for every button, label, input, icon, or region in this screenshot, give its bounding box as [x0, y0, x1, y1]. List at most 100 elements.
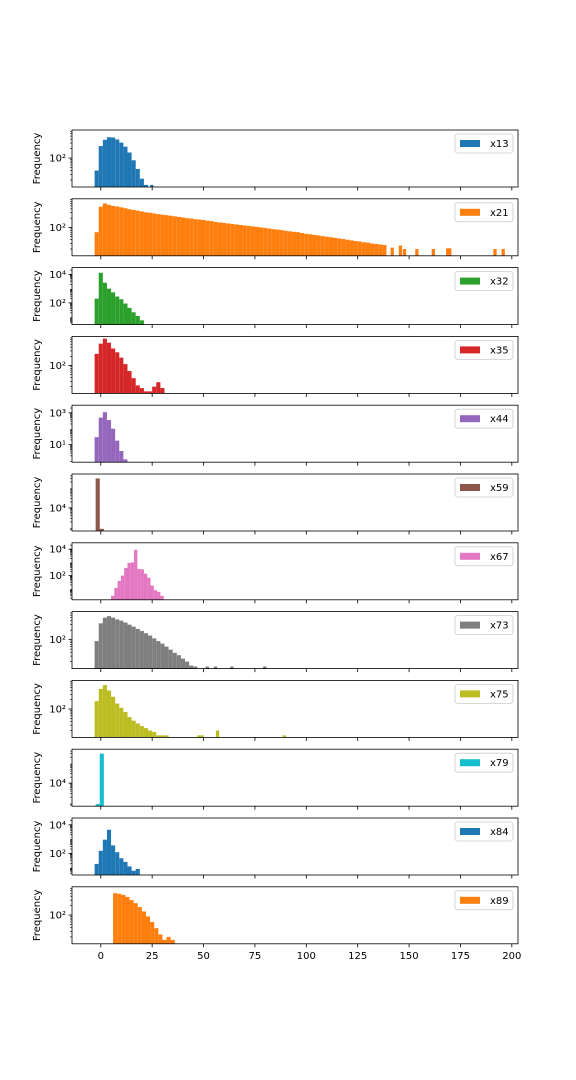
legend-swatch-x35	[460, 346, 480, 354]
bar-x32-3	[106, 288, 112, 325]
bar-x32-1	[98, 272, 103, 325]
bar-x21-51	[304, 233, 309, 256]
bar-x21-56	[324, 236, 329, 256]
bar-x89-6	[137, 907, 142, 944]
bar-x67-10	[143, 573, 148, 600]
bar-x21-6	[119, 207, 124, 256]
bar-x13-11	[139, 178, 144, 187]
bar-x21-50	[300, 232, 305, 256]
bar-x32-5	[115, 296, 120, 325]
bar-x13-0	[94, 170, 99, 187]
bar-x21-18	[168, 215, 173, 256]
ytick-label-x73-0: 10²	[49, 635, 66, 646]
xtick-label-6: 150	[400, 951, 419, 962]
bar-x35-5	[115, 352, 120, 394]
bar-x21-22	[185, 218, 190, 256]
axes-frame-x35	[71, 335, 519, 394]
bar-x35-2	[102, 338, 107, 394]
bar-x21-11	[139, 211, 144, 256]
bar-x21-48	[291, 231, 297, 256]
ylabel-x32: Frequency	[32, 270, 43, 322]
bar-x21-8	[127, 209, 132, 256]
bar-x35-11	[139, 388, 144, 394]
bar-x21-28	[209, 221, 214, 256]
legend-swatch-x75	[460, 690, 480, 698]
bar-x21-57	[328, 237, 334, 256]
bar-x73-15	[156, 641, 161, 669]
legend-label-x35: x35	[490, 345, 509, 356]
legend-label-x73: x73	[490, 621, 509, 632]
legend-label-x13: x13	[490, 139, 509, 150]
bar-x89-2	[121, 894, 126, 944]
bar-x21-10	[135, 210, 140, 256]
legend-box-x59	[454, 477, 514, 498]
bar-x21-52	[308, 234, 313, 256]
bar-x13-9	[131, 160, 136, 187]
bar-x21-2	[102, 203, 107, 256]
bar-x21-outlier-7	[493, 248, 497, 256]
legend-x84: x84	[454, 821, 514, 842]
bar-x21-outlier-8	[501, 248, 505, 256]
bar-x67-8	[137, 568, 141, 600]
bar-x21-47	[287, 231, 292, 256]
ylabel-x89: Frequency	[32, 889, 43, 941]
xtick-label-2: 50	[197, 951, 210, 962]
bar-x67-0	[111, 595, 115, 600]
bar-x21-70	[382, 244, 387, 256]
bar-x67-5	[127, 562, 131, 600]
axes-frame-x13	[71, 129, 519, 188]
bar-x84-7	[123, 861, 128, 875]
legend-box-x75	[454, 684, 514, 704]
bar-x35-12	[143, 391, 149, 394]
bar-x44-3	[106, 420, 112, 463]
bar-x13-6	[119, 142, 124, 187]
bar-x67-3	[120, 575, 125, 600]
bar-x32-7	[123, 303, 128, 325]
bar-x21-25	[197, 219, 202, 256]
bar-x89-9	[150, 921, 155, 944]
legend-box-x79	[454, 752, 514, 773]
bar-x21-67	[370, 243, 375, 256]
bar-x21-19	[172, 216, 177, 256]
bar-x13-10	[135, 168, 140, 187]
bar-x73-2	[102, 617, 107, 669]
bar-x75-14	[152, 731, 157, 738]
bar-x21-44	[275, 229, 280, 256]
legend-label-x21: x21	[490, 208, 509, 219]
ytick-label-x13-0: 10²	[49, 154, 66, 165]
bar-x21-29	[213, 222, 218, 256]
bar-x84-10	[135, 868, 140, 875]
ylabel-x13: Frequency	[32, 133, 43, 185]
bar-x21-outlier-5	[446, 248, 450, 256]
ytick-label-x67-1: 10⁴	[49, 545, 66, 556]
bar-x73-23	[189, 665, 194, 669]
bar-x75-13	[148, 730, 153, 738]
bar-x89-5	[133, 903, 138, 944]
bar-x32-11	[139, 320, 144, 325]
bar-x67-1	[114, 587, 118, 600]
bar-x21-1	[98, 206, 103, 256]
bar-x21-69	[378, 244, 383, 256]
bar-x21-62	[349, 240, 354, 256]
ytick-label-x32-1: 10⁴	[49, 270, 66, 281]
bar-x73-7	[123, 622, 128, 669]
bar-x21-61	[345, 239, 350, 256]
ylabel-x84: Frequency	[32, 821, 43, 873]
bar-x21-63	[353, 241, 358, 256]
bar-x73-6	[119, 620, 124, 669]
xtick-label-7: 175	[451, 951, 470, 962]
legend-swatch-x21	[460, 208, 480, 216]
bar-x73-8	[127, 624, 132, 669]
bar-x75-12	[143, 728, 149, 738]
ytick-label-x44-1: 10³	[49, 408, 66, 419]
bar-x84-0	[94, 863, 99, 875]
bar-x44-2	[102, 412, 107, 463]
bar-x89-11	[158, 934, 163, 944]
bar-x21-12	[143, 212, 149, 256]
bar-x21-32	[226, 223, 231, 256]
bar-x35-9	[131, 378, 136, 394]
bar-x21-40	[259, 227, 264, 256]
bar-x21-58	[333, 237, 338, 256]
subplot-x75: 10² Frequency x75	[32, 680, 519, 741]
legend-box-x13	[454, 133, 514, 154]
